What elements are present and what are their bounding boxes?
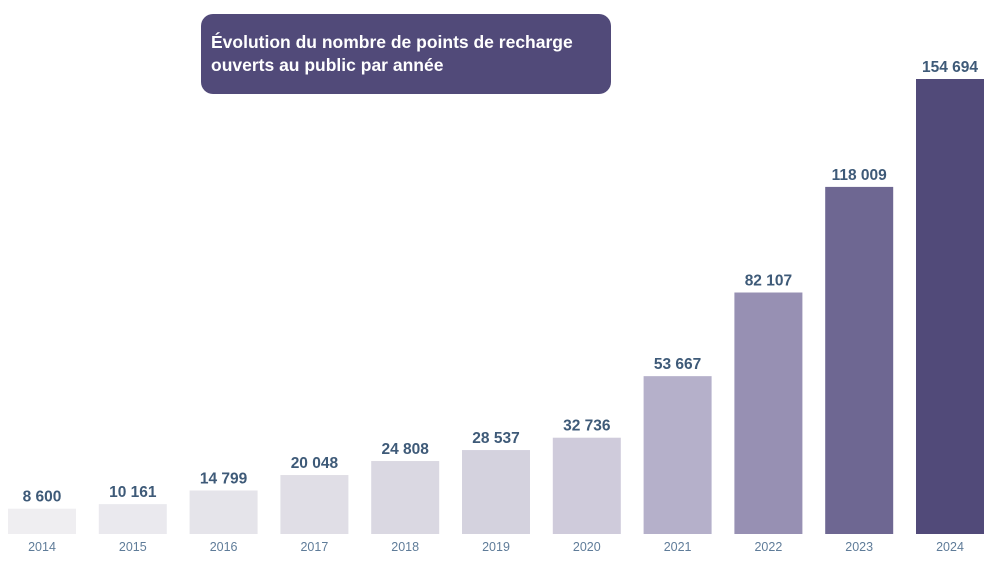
value-label-2017: 20 048	[291, 455, 339, 472]
x-tick-label-2015: 2015	[119, 540, 147, 554]
x-tick-label-2019: 2019	[482, 540, 510, 554]
value-label-2020: 32 736	[563, 418, 611, 435]
value-label-2024: 154 694	[922, 59, 978, 76]
value-label-2022: 82 107	[745, 272, 792, 289]
value-label-2015: 10 161	[109, 484, 157, 501]
value-label-2018: 24 808	[381, 441, 429, 458]
bar-2019	[462, 450, 530, 534]
x-tick-label-2016: 2016	[210, 540, 238, 554]
x-tick-label-2023: 2023	[845, 540, 873, 554]
bar-2020	[552, 437, 621, 534]
x-tick-label-2020: 2020	[573, 540, 601, 554]
value-label-2014: 8 600	[23, 489, 62, 506]
bar-2024	[916, 79, 984, 534]
value-label-2023: 118 009	[832, 167, 888, 184]
value-label-2019: 28 537	[472, 430, 519, 447]
bar-2014	[8, 508, 76, 534]
bar-2018	[371, 461, 440, 534]
x-tick-label-2018: 2018	[391, 540, 419, 554]
bar-2023	[825, 186, 894, 534]
x-tick-label-2022: 2022	[754, 540, 782, 554]
bar-2021	[643, 376, 712, 534]
chart-title-line-2: ouverts au public par année	[211, 55, 444, 75]
bar-2016	[189, 490, 258, 534]
x-tick-label-2021: 2021	[664, 540, 692, 554]
chart-title-box: Évolution du nombre de points de recharg…	[201, 14, 611, 94]
x-tick-label-2014: 2014	[28, 540, 56, 554]
value-label-2016: 14 799	[200, 470, 248, 487]
bar-2022	[734, 292, 803, 534]
chart-title-line-1: Évolution du nombre de points de recharg…	[211, 32, 573, 52]
x-tick-label-2017: 2017	[300, 540, 328, 554]
x-tick-label-2024: 2024	[936, 540, 964, 554]
bar-2015	[98, 504, 167, 534]
bar-2017	[280, 475, 349, 534]
value-label-2021: 53 667	[654, 356, 701, 373]
